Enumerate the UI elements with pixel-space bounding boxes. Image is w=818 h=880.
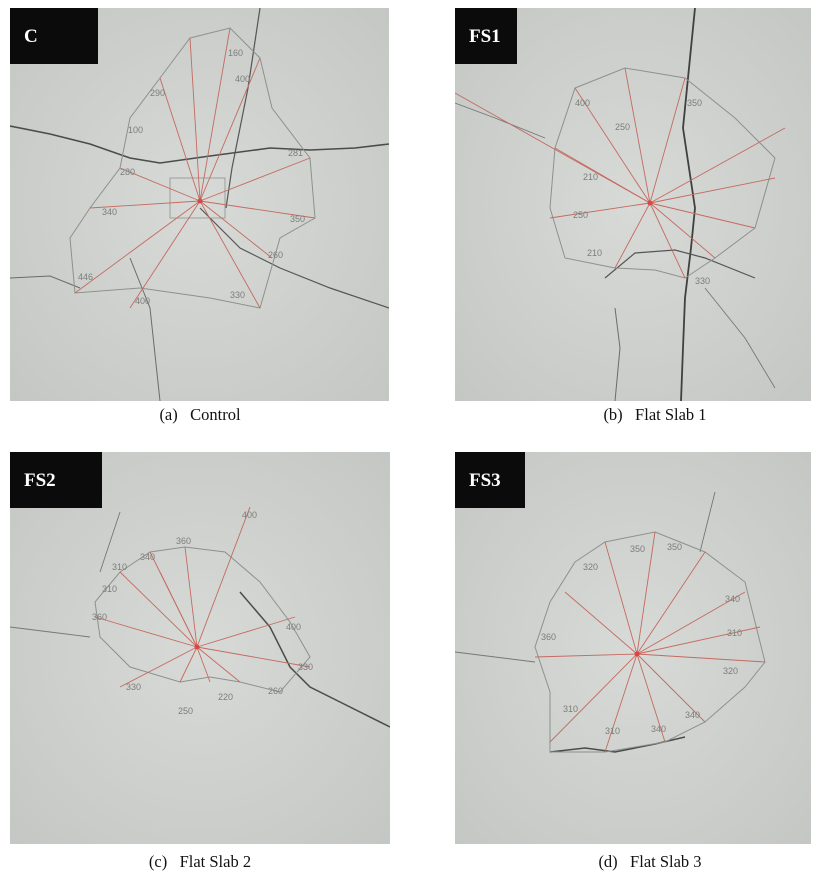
crack-label: 160 [228, 48, 243, 58]
crack-outline [69, 27, 316, 309]
crack-label: 400 [135, 296, 150, 306]
crack-pattern-fs3: 320 350 350 340 310 320 310 340 310 340 … [455, 452, 811, 844]
crack-line [239, 591, 390, 728]
crack-label: 350 [667, 542, 682, 552]
crack-label: 310 [112, 562, 127, 572]
crack-label: 250 [178, 706, 193, 716]
crack-label: 260 [268, 686, 283, 696]
load-point [197, 198, 203, 204]
slab-photo-control: 160 290 400 100 280 281 340 350 260 446 … [10, 8, 389, 401]
crack-line [225, 8, 261, 209]
crack-line [10, 125, 389, 164]
crack-label: 260 [268, 250, 283, 260]
crack-label: 400 [286, 622, 301, 632]
crack-line [614, 307, 621, 401]
crack-label: 360 [541, 632, 556, 642]
radial-lines [74, 27, 316, 309]
crack-label: 330 [298, 662, 313, 672]
crack-label: 281 [288, 148, 303, 158]
load-point [194, 644, 200, 650]
crack-label: 280 [120, 167, 135, 177]
panel-caption: (c) Flat Slab 2 [148, 852, 252, 871]
crack-line [129, 257, 161, 401]
crack-label: 320 [583, 562, 598, 572]
crack-line [10, 626, 91, 638]
crack-label: 400 [235, 74, 250, 84]
crack-line [455, 651, 536, 663]
crack-pattern-fs2: 400 310 340 360 310 360 400 330 330 220 … [10, 452, 390, 844]
slab-photo-fs2: 400 310 340 360 310 360 400 330 330 220 … [10, 452, 390, 844]
crack-line [604, 249, 756, 279]
crack-label: 350 [687, 98, 702, 108]
crack-label: 330 [695, 276, 710, 286]
specimen-tag: FS2 [10, 452, 102, 508]
column-stub-outline [169, 177, 226, 219]
crack-line [10, 275, 81, 289]
crack-label: 310 [563, 704, 578, 714]
crack-label: 250 [615, 122, 630, 132]
crack-label: 340 [725, 594, 740, 604]
crack-label: 310 [727, 628, 742, 638]
crack-label: 310 [605, 726, 620, 736]
radial-lines [94, 506, 311, 688]
crack-outline [94, 546, 311, 693]
crack-pattern-control: 160 290 400 100 280 281 340 350 260 446 … [10, 8, 389, 401]
slab-photo-fs3: 320 350 350 340 310 320 310 340 310 340 … [455, 452, 811, 844]
crack-label: 330 [126, 682, 141, 692]
crack-label: 400 [575, 98, 590, 108]
panel-caption: (a) Control [159, 405, 241, 424]
crack-line [680, 8, 696, 401]
specimen-tag: FS1 [455, 8, 517, 64]
crack-label: 220 [218, 692, 233, 702]
crack-label: 310 [102, 584, 117, 594]
specimen-tag: FS3 [455, 452, 525, 508]
concrete-surface [10, 452, 390, 844]
crack-label: 100 [128, 125, 143, 135]
specimen-tag: C [10, 8, 98, 64]
crack-line [704, 287, 776, 389]
crack-line [199, 207, 389, 309]
concrete-surface [455, 8, 811, 401]
crack-line [699, 491, 716, 553]
crack-label: 290 [150, 88, 165, 98]
crack-label: 340 [140, 552, 155, 562]
slab-photo-fs1: 400 250 350 210 250 210 330 FS1 [455, 8, 811, 401]
crack-label: 330 [230, 290, 245, 300]
crack-label: 340 [651, 724, 666, 734]
crack-label: 250 [573, 210, 588, 220]
crack-label: 210 [587, 248, 602, 258]
crack-label: 340 [685, 710, 700, 720]
crack-label: 360 [92, 612, 107, 622]
crack-line [455, 102, 546, 139]
load-point [647, 200, 653, 206]
crack-label: 446 [78, 272, 93, 282]
panel-caption: (b) Flat Slab 1 [603, 405, 707, 424]
crack-label: 350 [290, 214, 305, 224]
crack-pattern-fs1: 400 250 350 210 250 210 330 [455, 8, 811, 401]
crack-label: 320 [723, 666, 738, 676]
crack-line [99, 511, 121, 573]
panel-caption: (d) Flat Slab 3 [598, 852, 702, 871]
crack-label: 400 [242, 510, 257, 520]
crack-label: 340 [102, 207, 117, 217]
radial-lines [455, 67, 786, 279]
crack-outline [549, 67, 776, 279]
crack-label: 350 [630, 544, 645, 554]
crack-label: 360 [176, 536, 191, 546]
radial-lines [534, 531, 766, 753]
concrete-surface [10, 8, 389, 401]
concrete-surface [455, 452, 811, 844]
crack-outline [534, 531, 766, 753]
load-point [634, 651, 640, 657]
crack-label: 210 [583, 172, 598, 182]
